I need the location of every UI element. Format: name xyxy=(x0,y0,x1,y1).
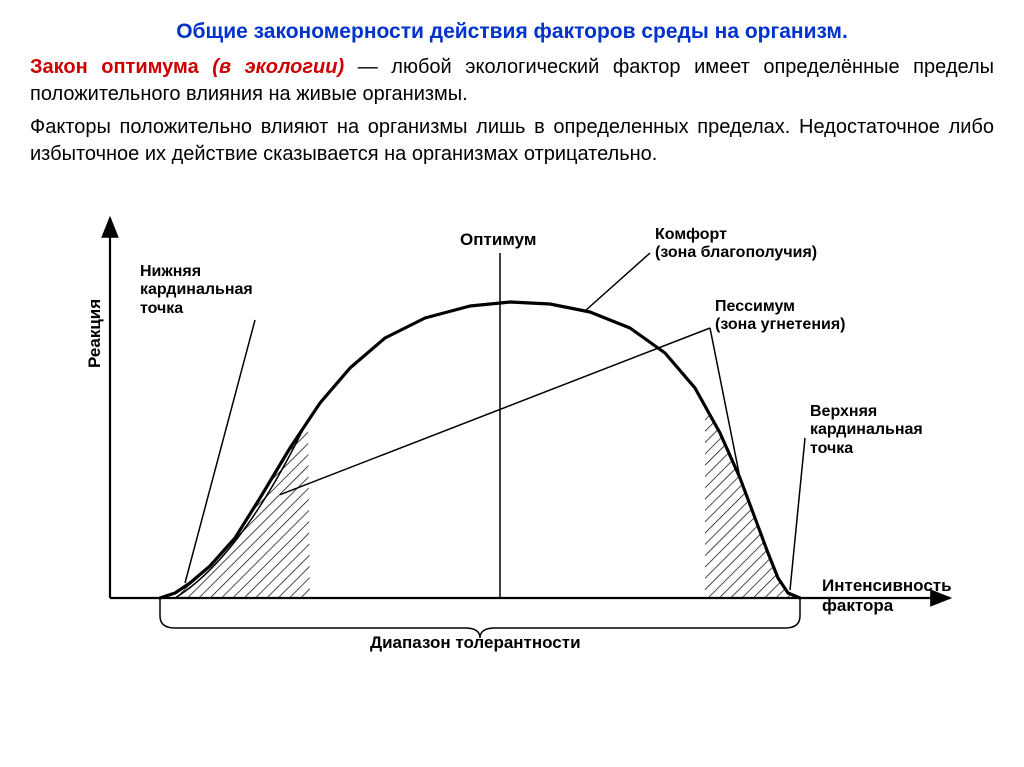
tolerance-range-label: Диапазон толерантности xyxy=(370,633,581,653)
lower-cardinal-label: Нижняя кардинальная точка xyxy=(140,263,253,318)
page-title: Общие закономерности действия факторов с… xyxy=(30,20,994,44)
x-axis-label: Интенсивность фактора xyxy=(822,576,952,615)
y-axis-label: Реакция xyxy=(85,299,105,368)
optimum-label: Оптимум xyxy=(460,230,536,250)
comfort-label: Комфорт (зона благополучия) xyxy=(655,226,817,263)
pessimum-label: Пессимум (зона угнетения) xyxy=(715,298,845,335)
term-parenthesis: (в экологии) xyxy=(212,56,344,78)
paragraph-2: Факторы положительно влияют на организмы… xyxy=(30,114,994,168)
definition-paragraph: Закон оптимума (в экологии) — любой экол… xyxy=(30,54,994,108)
term: Закон оптимума xyxy=(30,56,199,78)
upper-cardinal-label: Верхняя кардинальная точка xyxy=(810,403,923,458)
tolerance-chart: Реакция Оптимум Нижняя кардинальная точк… xyxy=(30,178,990,658)
